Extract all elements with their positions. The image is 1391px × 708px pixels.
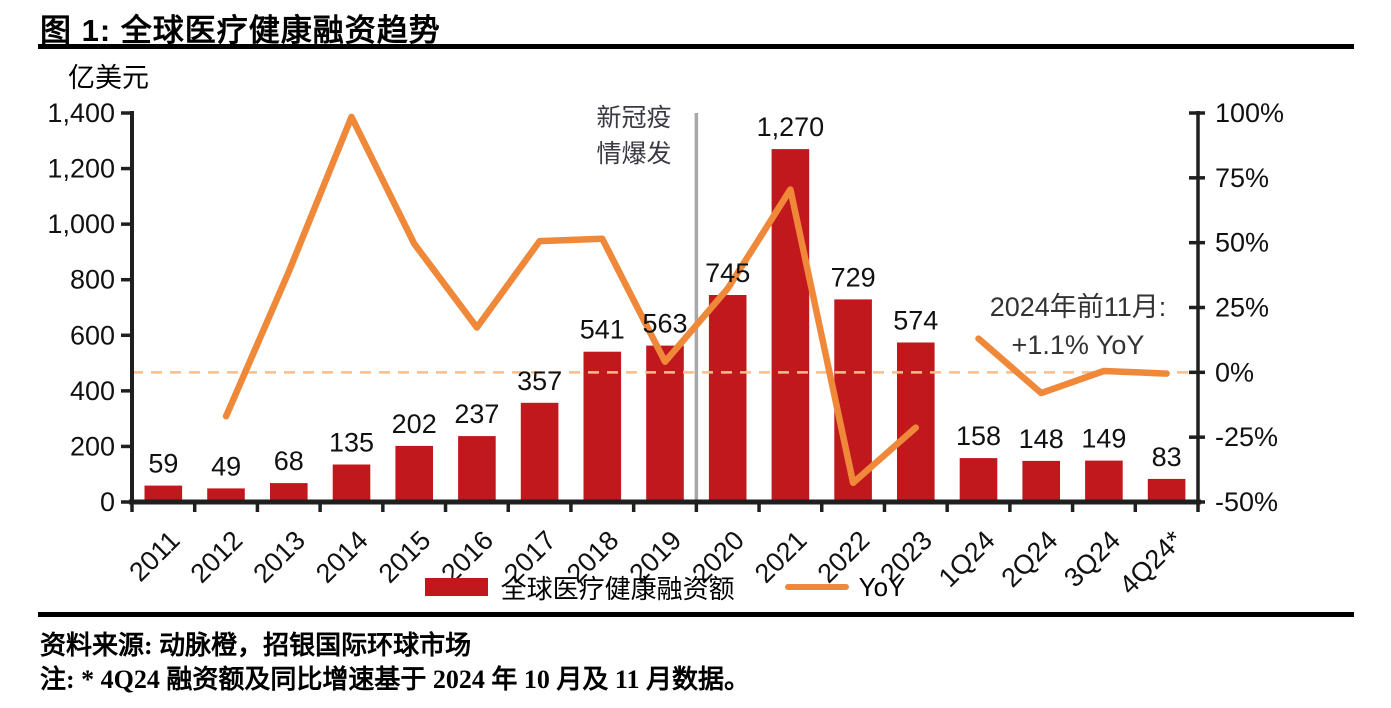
- left-axis-tick-label: 0: [100, 487, 115, 517]
- left-axis-tick-label: 200: [70, 431, 115, 461]
- bar-2016: [458, 436, 496, 502]
- bar-1Q24: [959, 458, 998, 502]
- bar-value-label-2012: 49: [211, 451, 241, 481]
- bar-value-label-2019: 563: [642, 309, 687, 339]
- combo-chart: 59 49 68 135 202 237 357 541 563 745 1,270 729 574 15…: [47, 98, 1284, 600]
- bar-2020: [708, 295, 747, 502]
- legend-bar-label: 全球医疗健康融资额: [500, 574, 735, 604]
- bar-value-label-2017: 357: [517, 366, 562, 396]
- right-axis-tick-label: 25%: [1215, 293, 1269, 323]
- chart-legend: 全球医疗健康融资额 YoY: [132, 570, 1198, 604]
- bar-value-label-4Q24*: 83: [1152, 442, 1182, 472]
- legend-line-swatch: [784, 584, 849, 590]
- figure-title: 图 1: 全球医疗健康融资趋势: [40, 13, 441, 48]
- right-axis-tick-label: 100%: [1215, 98, 1284, 128]
- bar-value-label-2011: 59: [148, 449, 178, 479]
- yoy-line-segment-2: [975, 335, 1170, 397]
- bar-value-label-2018: 541: [580, 315, 625, 345]
- bar-2023: [897, 342, 935, 502]
- y-axis-unit-label: 亿美元: [68, 63, 149, 93]
- bar-2018: [583, 351, 622, 502]
- bar-value-label-2022: 729: [831, 262, 876, 292]
- bar-value-label-2016: 237: [454, 399, 499, 429]
- right-axis-tick-label: -25%: [1215, 422, 1278, 452]
- legend-bar-swatch: [424, 578, 488, 596]
- yoy-line-segment-1: [222, 113, 920, 487]
- right-axis-tick-label: 75%: [1215, 163, 1269, 193]
- left-axis-tick-label: 1,400: [47, 98, 115, 128]
- bar-value-label-2014: 135: [329, 428, 374, 458]
- covid-annotation-line2: 情爆发: [596, 141, 672, 168]
- right-axis-tick-label: 50%: [1215, 228, 1269, 258]
- bar-value-label-1Q24: 158: [956, 421, 1001, 451]
- bar-value-label-2Q24: 148: [1019, 424, 1064, 454]
- left-axis-tick-label: 1,000: [47, 209, 115, 239]
- bar-2014: [332, 464, 371, 502]
- source-line: 资料来源: 动脉橙，招银国际环球市场: [40, 631, 472, 660]
- bar-value-label-2021: 1,270: [757, 112, 825, 142]
- footer-divider: [38, 612, 1354, 617]
- bar-2013: [270, 483, 308, 502]
- legend-line-label: YoY: [858, 571, 906, 602]
- left-axis-tick-label: 400: [70, 376, 115, 406]
- left-axis-tick-label: 1,200: [47, 154, 115, 184]
- left-axis-tick-label: 800: [70, 265, 115, 295]
- right-axis-tick-label: -50%: [1215, 487, 1278, 517]
- bar-2Q24: [1022, 460, 1060, 502]
- left-axis-tick-label: 600: [70, 320, 115, 350]
- ytd-annotation: 2024年前11月: +1.1% YoY: [958, 288, 1198, 364]
- note-line: 注: * 4Q24 融资额及同比增速基于 2024 年 10 月及 11 月数据…: [40, 665, 750, 694]
- covid-annotation-line1: 新冠疫: [596, 105, 672, 132]
- bar-value-label-2013: 68: [274, 446, 304, 476]
- bar-value-label-2020: 745: [705, 258, 750, 288]
- bar-value-label-2015: 202: [392, 409, 437, 439]
- ytd-annotation-line1: 2024年前11月:: [989, 292, 1167, 322]
- covid-annotation: 新冠疫 情爆发: [580, 101, 688, 173]
- ytd-annotation-line2: +1.1% YoY: [1011, 330, 1145, 360]
- bar-2011: [144, 485, 183, 502]
- bar-value-label-2023: 574: [893, 306, 938, 336]
- bar-4Q24*: [1147, 478, 1186, 502]
- bar-2017: [520, 402, 559, 502]
- right-axis-tick-label: 0%: [1215, 357, 1254, 387]
- bar-value-label-3Q24: 149: [1081, 424, 1126, 454]
- bar-2015: [395, 445, 433, 502]
- bar-2012: [207, 488, 245, 502]
- bar-2019: [646, 345, 684, 502]
- title-divider: [38, 44, 1354, 49]
- bar-3Q24: [1085, 460, 1123, 502]
